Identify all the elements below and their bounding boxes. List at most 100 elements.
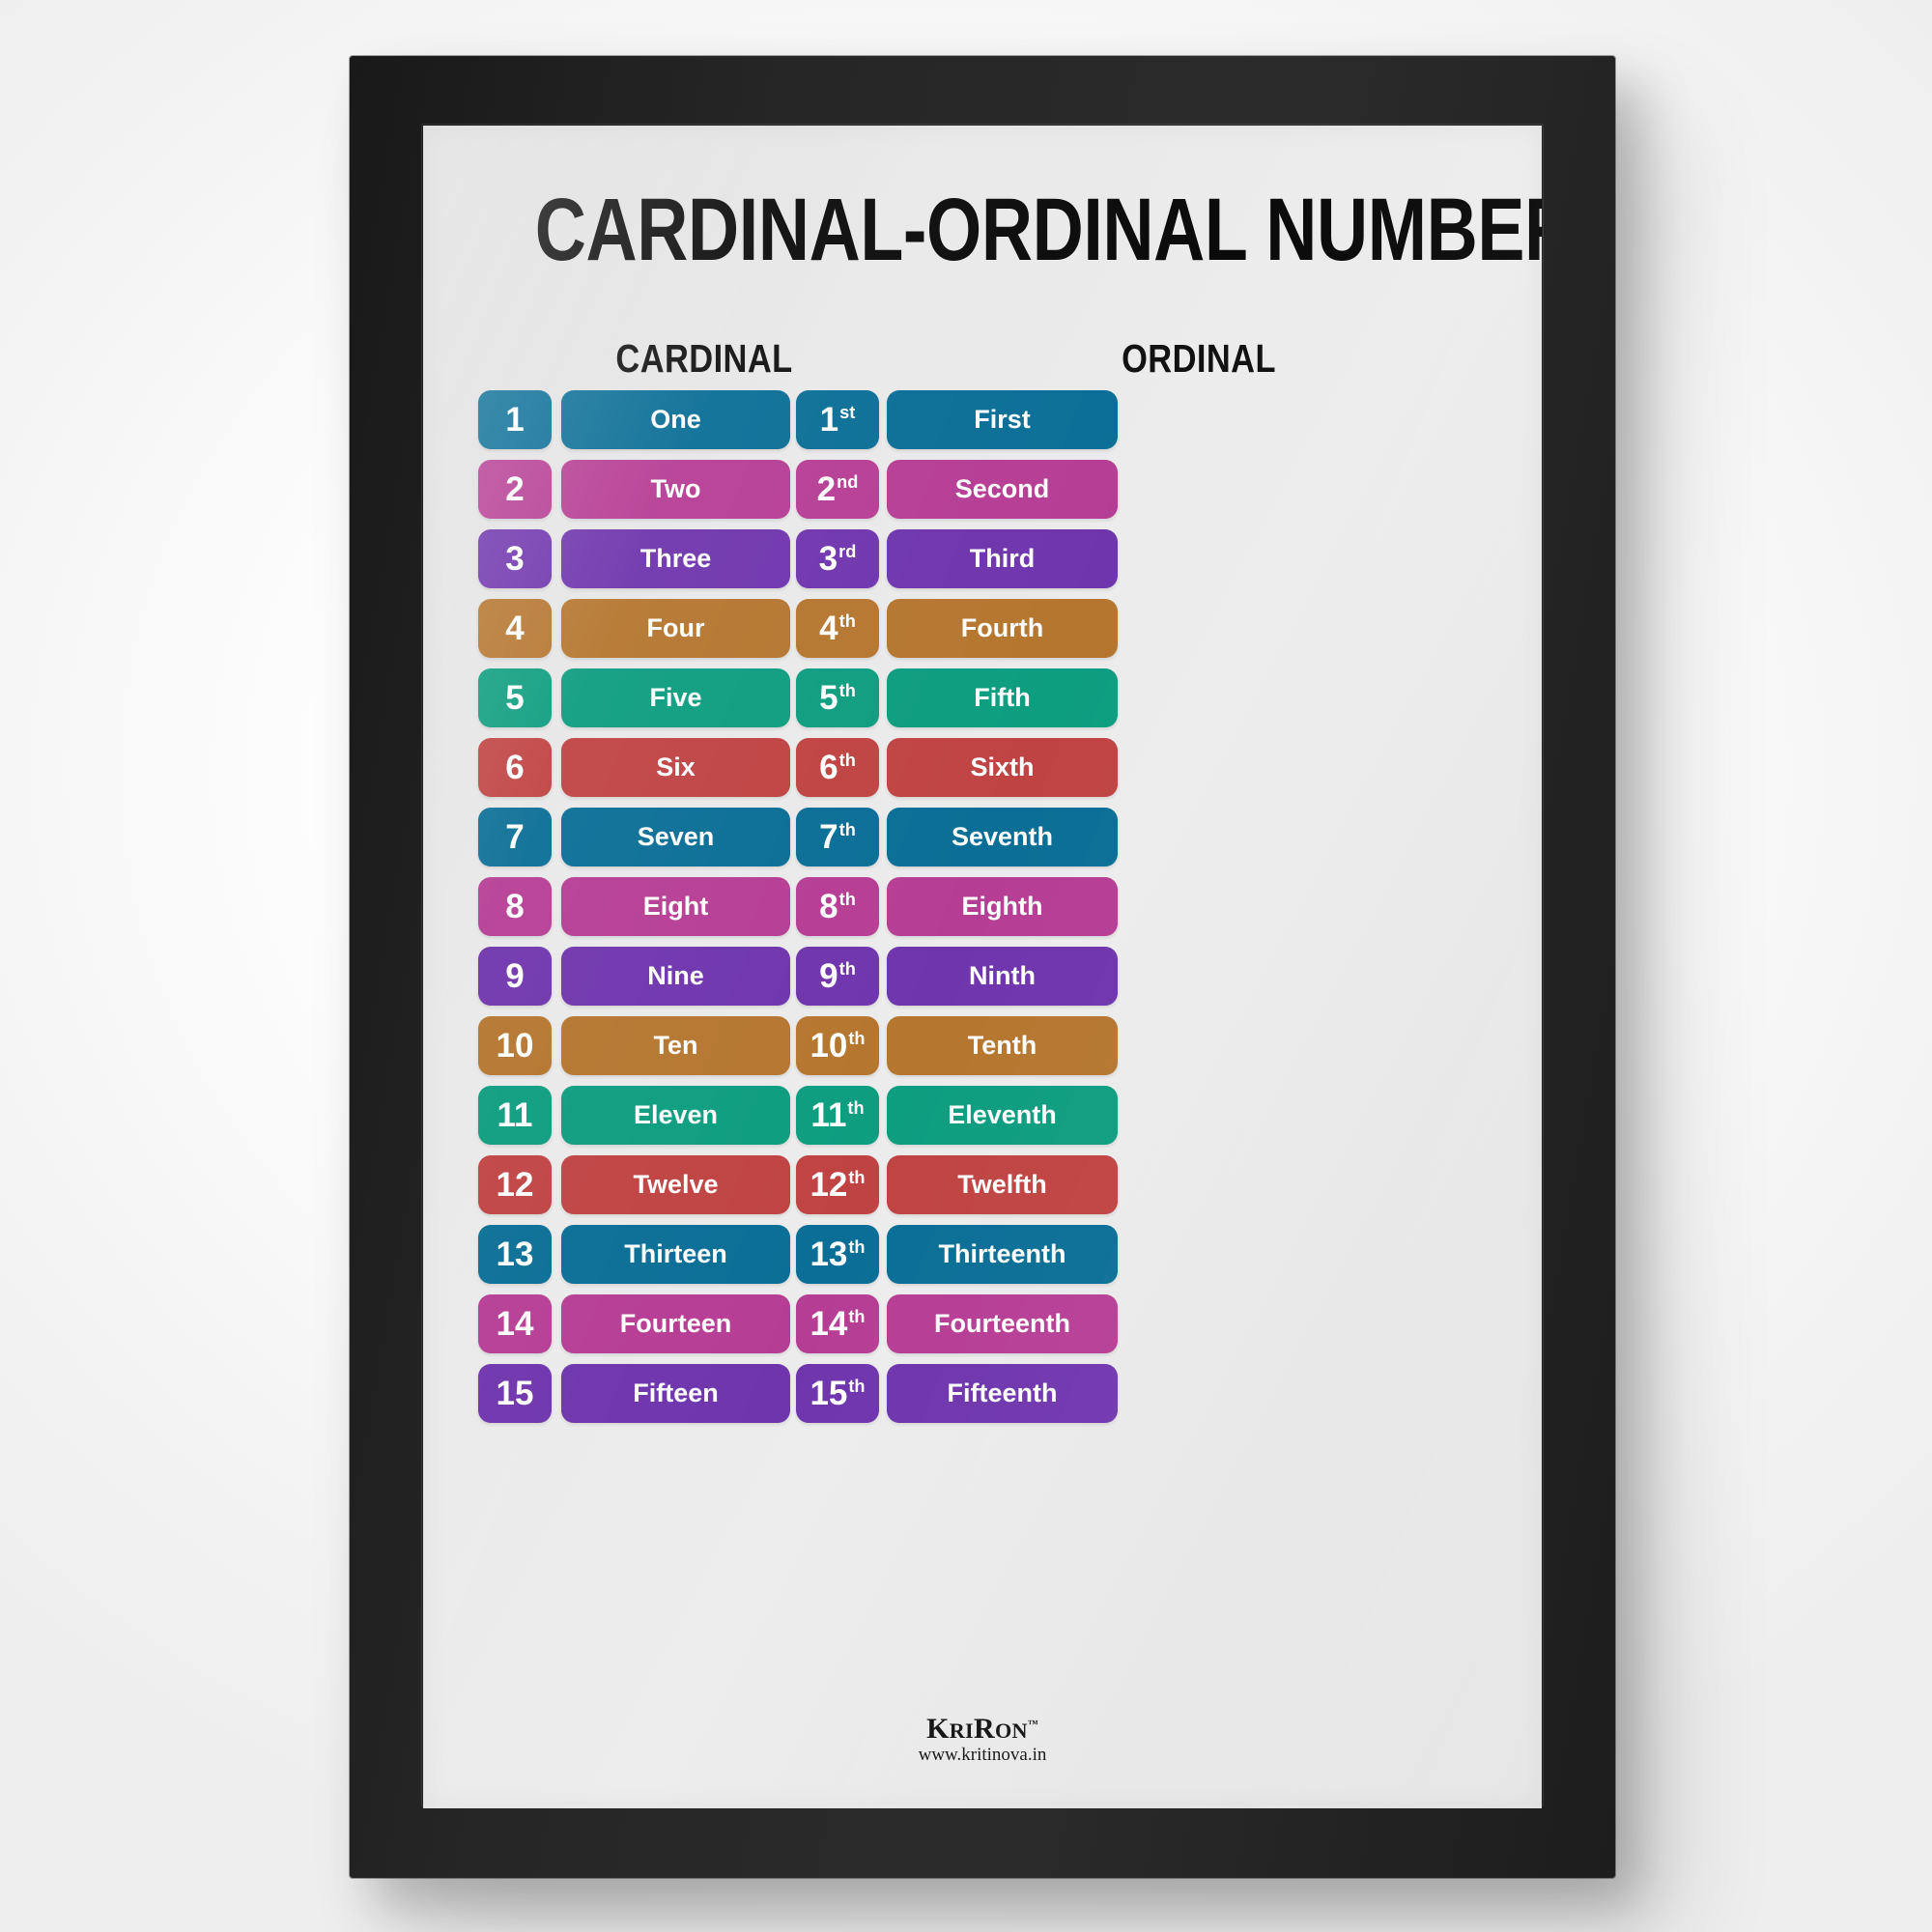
cardinal-word-pill: Three bbox=[561, 529, 790, 588]
ordinal-word-pill: Second bbox=[887, 460, 1118, 519]
ordinal-word-pill: First bbox=[887, 390, 1118, 449]
ordinal-word-pill: Eleventh bbox=[887, 1086, 1118, 1145]
ordinal-number-digits: 15 bbox=[810, 1375, 848, 1412]
cardinal-word-pill: One bbox=[561, 390, 790, 449]
ordinal-number-digits: 1 bbox=[819, 401, 839, 439]
ordinal-word-pill: Eighth bbox=[887, 877, 1118, 936]
ordinal-number-digits: 12 bbox=[810, 1166, 848, 1204]
cardinal-word-pill: Six bbox=[561, 738, 790, 797]
brand-logo: KRIRON™ www.kritinova.in bbox=[423, 1715, 1542, 1765]
ordinal-number-digits: 5 bbox=[819, 679, 838, 717]
cardinal-word-pill: Twelve bbox=[561, 1155, 790, 1214]
cardinal-number-pill: 1 bbox=[478, 390, 552, 449]
ordinal-number-digits: 6 bbox=[819, 749, 838, 786]
cardinal-word-pill: Thirteen bbox=[561, 1225, 790, 1284]
cardinal-word-pill: Fourteen bbox=[561, 1294, 790, 1353]
ordinal-number-digits: 11 bbox=[810, 1096, 847, 1134]
cardinal-number-pill: 6 bbox=[478, 738, 552, 797]
picture-frame: CARDINAL-ORDINAL NUMBERS CARDINAL ORDINA… bbox=[350, 56, 1615, 1878]
poster-artwork: CARDINAL-ORDINAL NUMBERS CARDINAL ORDINA… bbox=[423, 126, 1542, 1808]
ordinal-number-digits: 10 bbox=[810, 1027, 848, 1065]
ordinal-suffix: th bbox=[847, 1098, 865, 1118]
ordinal-suffix: th bbox=[838, 820, 856, 839]
column-header-cardinal: CARDINAL bbox=[615, 336, 793, 381]
ordinal-word-pill: Fourth bbox=[887, 599, 1118, 658]
ordinal-number-digits: 14 bbox=[810, 1305, 848, 1343]
brand-website: www.kritinova.in bbox=[918, 1745, 1047, 1765]
ordinal-word-pill: Third bbox=[887, 529, 1118, 588]
cardinal-number-pill: 15 bbox=[478, 1364, 552, 1423]
ordinal-suffix: th bbox=[838, 959, 856, 979]
page-title: CARDINAL-ORDINAL NUMBERS bbox=[534, 181, 1542, 279]
cardinal-word-pill: Eight bbox=[561, 877, 790, 936]
brand-letter-k: K bbox=[926, 1713, 950, 1745]
brand-letter-r: R bbox=[973, 1713, 995, 1745]
cardinal-word-pill: Eleven bbox=[561, 1086, 790, 1145]
cardinal-number-pill: 4 bbox=[478, 599, 552, 658]
ordinal-number-digits: 3 bbox=[818, 540, 838, 578]
column-header-ordinal: ORDINAL bbox=[1122, 336, 1276, 381]
ordinal-word-pill: Thirteenth bbox=[887, 1225, 1118, 1284]
brand-letters-ri: RI bbox=[949, 1719, 974, 1743]
ordinal-suffix: st bbox=[839, 403, 856, 422]
ordinal-word-pill: Twelfth bbox=[887, 1155, 1118, 1214]
cardinal-number-pill: 10 bbox=[478, 1016, 552, 1075]
ordinal-number-digits: 2 bbox=[816, 470, 837, 508]
cardinal-number-pill: 11 bbox=[478, 1086, 552, 1145]
ordinal-suffix: th bbox=[848, 1029, 866, 1048]
ordinal-word-pill: Fifth bbox=[887, 668, 1118, 727]
cardinal-number-pill: 12 bbox=[478, 1155, 552, 1214]
cardinal-word-pill: Ten bbox=[561, 1016, 790, 1075]
ordinal-suffix: th bbox=[838, 611, 856, 631]
trademark-icon: ™ bbox=[1027, 1719, 1038, 1730]
cardinal-number-pill: 13 bbox=[478, 1225, 552, 1284]
brand-name: KRIRON™ bbox=[423, 1715, 1542, 1744]
ordinal-suffix: th bbox=[838, 751, 856, 770]
cardinal-word-pill: Four bbox=[561, 599, 790, 658]
ordinal-suffix: th bbox=[838, 890, 856, 909]
cardinal-number-pill: 3 bbox=[478, 529, 552, 588]
cardinal-word-pill: Nine bbox=[561, 947, 790, 1006]
ordinal-suffix: nd bbox=[837, 472, 859, 492]
brand-letters-on: ON bbox=[994, 1719, 1028, 1743]
ordinal-word-pill: Fifteenth bbox=[887, 1364, 1118, 1423]
ordinal-word-pill: Seventh bbox=[887, 808, 1118, 867]
ordinal-number-digits: 8 bbox=[819, 888, 838, 925]
ordinal-word-pill: Tenth bbox=[887, 1016, 1118, 1075]
ordinal-number-digits: 4 bbox=[819, 610, 838, 647]
ordinal-word-pill: Ninth bbox=[887, 947, 1118, 1006]
ordinal-number-digits: 9 bbox=[819, 957, 838, 995]
cardinal-word-pill: Fifteen bbox=[561, 1364, 790, 1423]
cardinal-number-pill: 5 bbox=[478, 668, 552, 727]
cardinal-number-pill: 2 bbox=[478, 460, 552, 519]
ordinal-word-pill: Sixth bbox=[887, 738, 1118, 797]
